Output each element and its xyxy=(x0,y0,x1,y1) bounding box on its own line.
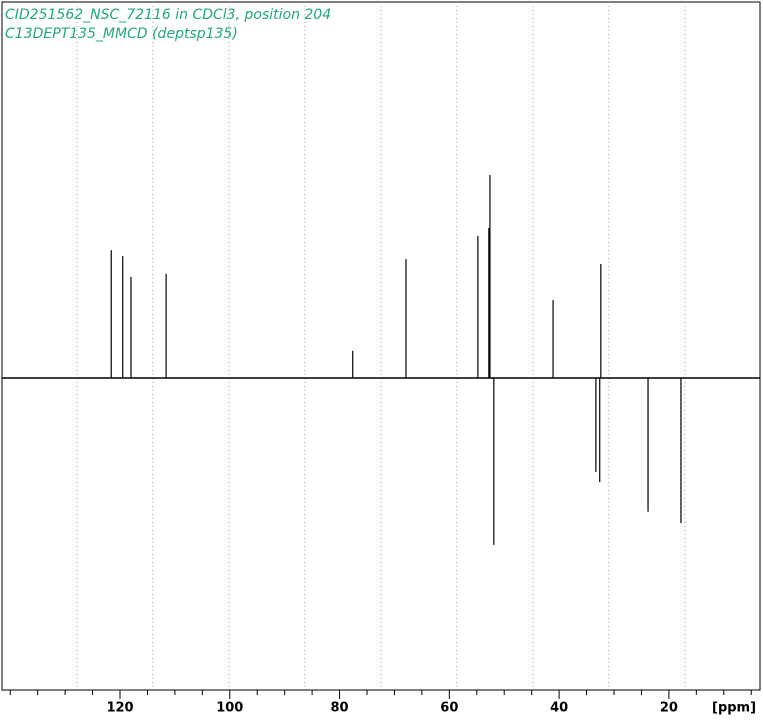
grid xyxy=(76,2,686,690)
x-tick-label: 20 xyxy=(660,701,678,716)
x-tick-label: 100 xyxy=(216,701,243,716)
chart-title: CID251562_NSC_72116 in CDCl3, position 2… xyxy=(5,7,331,23)
x-axis-label: [ppm] xyxy=(712,701,756,716)
x-tick-label: 40 xyxy=(550,701,568,716)
x-tick-label: 60 xyxy=(440,701,458,716)
chart-subtitle: C13DEPT135_MMCD (deptsp135) xyxy=(5,26,238,42)
x-tick-label: 80 xyxy=(331,701,349,716)
x-tick-label: 120 xyxy=(106,701,133,716)
